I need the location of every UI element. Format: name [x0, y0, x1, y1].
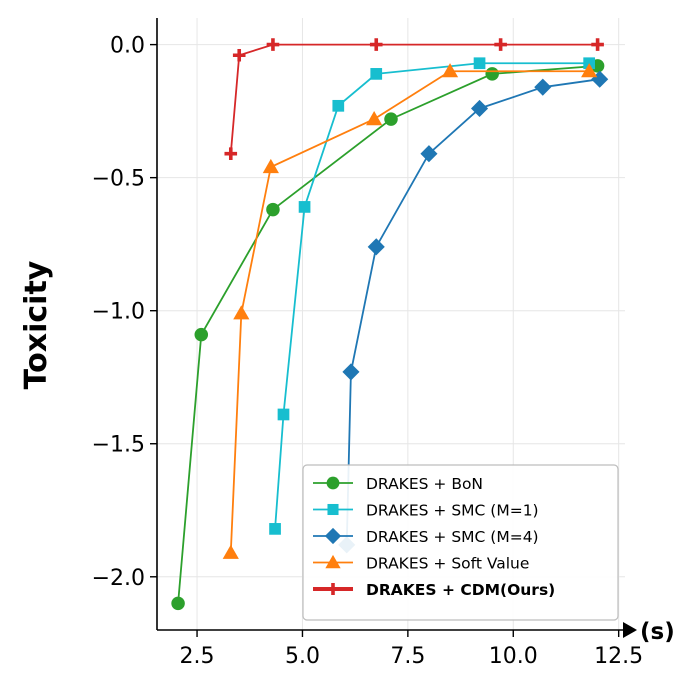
- data-point: [494, 38, 507, 51]
- legend-entry: DRAKES + BoN: [313, 475, 483, 493]
- series-line: [229, 43, 598, 154]
- data-point: [262, 158, 279, 174]
- x-axis-arrowhead: [623, 622, 637, 638]
- data-point: [232, 48, 246, 62]
- series-drakes-soft-value: [222, 63, 598, 559]
- data-point: [194, 327, 209, 342]
- data-point: [366, 111, 383, 126]
- data-point: [277, 408, 290, 421]
- x-tick-label: 5.0: [285, 644, 320, 669]
- data-point: [171, 596, 185, 611]
- data-point: [370, 68, 383, 80]
- series-drakes-bon: [171, 59, 605, 611]
- y-tick-label: 0.0: [110, 34, 145, 59]
- legend-marker: [325, 554, 341, 569]
- legend-box: [302, 464, 619, 621]
- series-layer: [171, 38, 609, 611]
- legend-label: DRAKES + SMC (M=4): [366, 528, 539, 546]
- data-point: [298, 201, 311, 213]
- x-tick-label: 2.5: [180, 644, 215, 669]
- legend-entry: DRAKES + Soft Value: [313, 555, 529, 573]
- data-point: [534, 78, 552, 96]
- series-drakes-cdm-ours: [224, 38, 604, 161]
- data-point: [384, 112, 398, 126]
- data-point: [222, 544, 239, 559]
- series-line: [274, 62, 590, 529]
- data-point: [420, 145, 438, 163]
- data-point: [441, 63, 459, 78]
- data-point: [581, 63, 598, 78]
- x-tick-label: 10.0: [489, 644, 538, 669]
- data-point: [233, 305, 250, 320]
- legend-label: DRAKES + SMC (M=1): [366, 502, 539, 520]
- legend-label: DRAKES + CDM(Ours): [366, 581, 555, 599]
- series-line: [177, 64, 598, 604]
- data-point: [473, 57, 486, 70]
- data-point: [266, 38, 280, 51]
- data-point: [332, 99, 345, 112]
- legend-label: DRAKES + Soft Value: [366, 555, 529, 573]
- series-drakes-smc-m-1: [269, 57, 596, 535]
- data-point: [269, 523, 281, 535]
- data-point: [369, 38, 383, 51]
- data-point: [367, 238, 385, 256]
- legend-marker: [327, 583, 339, 595]
- ticks: 2.5 5.0 7.5 10.0 12.5 0.0 −0.5 −1.0 −1.5 −2.0: [92, 34, 644, 669]
- data-point: [485, 67, 499, 81]
- legend-entry: DRAKES + SMC (M=4): [313, 527, 539, 546]
- data-point: [591, 38, 604, 51]
- axes: (s) Toxicity: [19, 18, 675, 645]
- y-tick-label: −1.5: [92, 433, 145, 458]
- y-tick-label: −0.5: [92, 167, 145, 192]
- legend-marker: [324, 527, 342, 545]
- legend-label: DRAKES + BoN: [366, 475, 483, 493]
- legend: DRAKES + BoN DRAKES + SMC (M=1) DRAKES + S…: [302, 464, 619, 621]
- data-point: [266, 202, 280, 217]
- data-point: [342, 363, 360, 381]
- series-line: [229, 70, 590, 553]
- data-point: [470, 99, 489, 118]
- legend-entry: DRAKES + SMC (M=1): [313, 502, 539, 520]
- x-tick-label: 12.5: [594, 644, 643, 669]
- legend-entry: DRAKES + CDM(Ours): [313, 581, 555, 599]
- data-point: [224, 147, 238, 161]
- legend-marker: [327, 503, 339, 516]
- x-tick-label: 7.5: [390, 644, 425, 669]
- y-tick-label: −1.0: [92, 300, 145, 325]
- series-drakes-smc-m-4: [338, 70, 609, 554]
- x-axis-unit: (s): [640, 619, 675, 645]
- y-axis-label: Toxicity: [19, 260, 54, 389]
- legend-marker: [326, 476, 340, 490]
- y-tick-label: −2.0: [92, 566, 145, 591]
